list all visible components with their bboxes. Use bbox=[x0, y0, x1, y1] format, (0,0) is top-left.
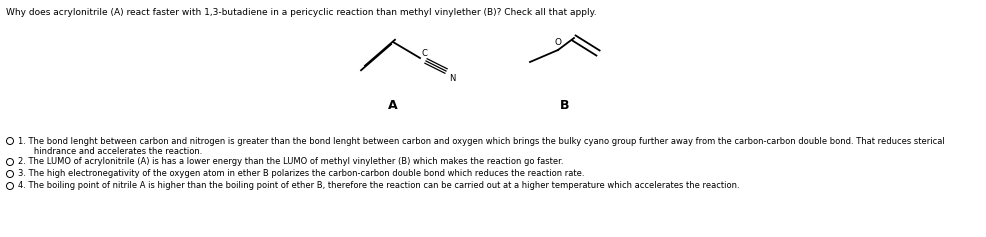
Text: 4. The boiling point of nitrile A is higher than the boiling point of ether B, t: 4. The boiling point of nitrile A is hig… bbox=[18, 182, 740, 191]
Text: A: A bbox=[388, 99, 397, 111]
Text: Why does acrylonitrile (A) react faster with 1,3-butadiene in a pericyclic react: Why does acrylonitrile (A) react faster … bbox=[6, 8, 597, 17]
Text: B: B bbox=[560, 99, 570, 111]
Text: O: O bbox=[554, 38, 561, 47]
Text: 2. The LUMO of acrylonitrile (A) is has a lower energy than the LUMO of methyl v: 2. The LUMO of acrylonitrile (A) is has … bbox=[18, 158, 564, 167]
Text: 1. The bond lenght between carbon and nitrogen is greater than the bond lenght b: 1. The bond lenght between carbon and ni… bbox=[18, 137, 945, 146]
Text: N: N bbox=[449, 74, 456, 83]
Text: 3. The high electronegativity of the oxygen atom in ether B polarizes the carbon: 3. The high electronegativity of the oxy… bbox=[18, 169, 585, 178]
Text: hindrance and accelerates the reaction.: hindrance and accelerates the reaction. bbox=[26, 146, 202, 155]
Text: C: C bbox=[422, 49, 428, 58]
